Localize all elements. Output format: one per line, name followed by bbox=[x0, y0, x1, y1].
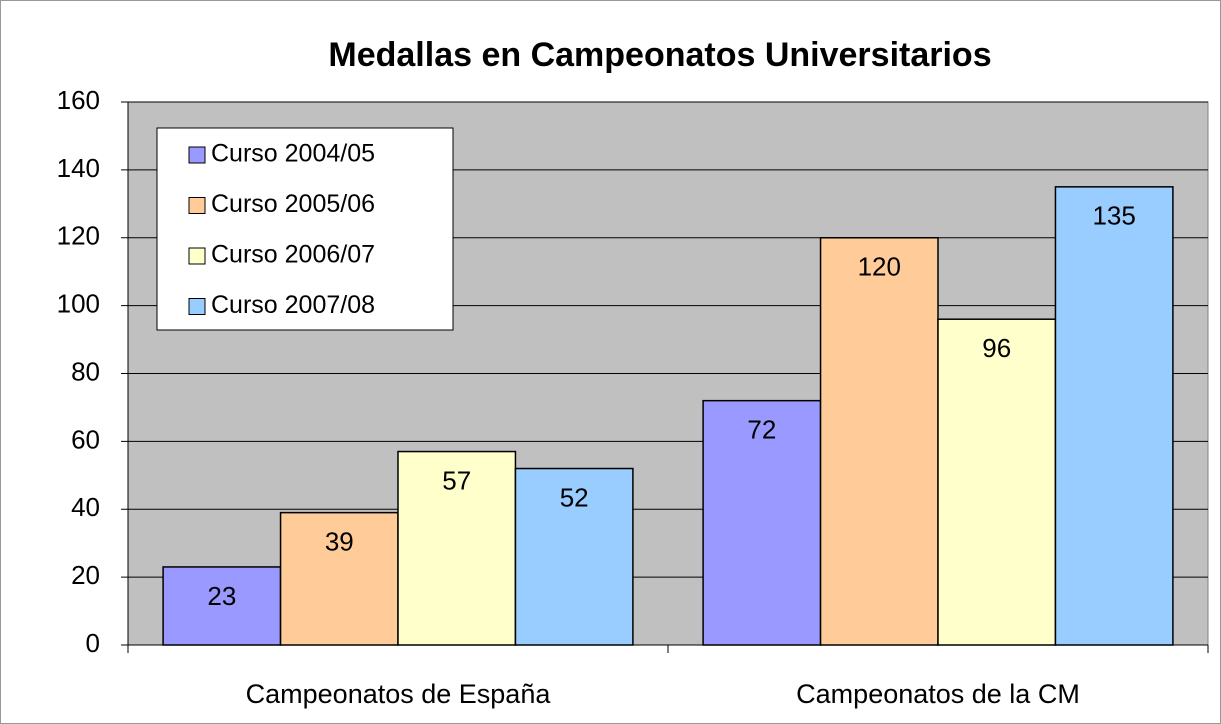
x-tick-label: Campeonatos de la CM bbox=[796, 679, 1080, 709]
bar bbox=[162, 566, 282, 646]
y-tick-label: 0 bbox=[86, 628, 100, 658]
legend-label: Curso 2007/08 bbox=[211, 291, 375, 319]
bar bbox=[279, 511, 399, 646]
y-tick-label: 60 bbox=[71, 424, 100, 454]
data-label: 52 bbox=[560, 482, 589, 512]
legend-label: Curso 2006/07 bbox=[211, 241, 375, 269]
y-tick-label: 160 bbox=[57, 85, 100, 115]
legend-label: Curso 2005/06 bbox=[211, 190, 375, 218]
legend-box bbox=[156, 127, 454, 331]
data-label: 57 bbox=[442, 465, 471, 495]
bar bbox=[937, 318, 1057, 646]
y-tick-label: 20 bbox=[71, 560, 100, 590]
legend-label: Curso 2004/05 bbox=[211, 140, 375, 168]
data-label: 96 bbox=[982, 333, 1011, 363]
data-label: 39 bbox=[325, 527, 354, 557]
y-tick-label: 120 bbox=[57, 221, 100, 251]
y-tick-label: 40 bbox=[71, 492, 100, 522]
legend-swatch bbox=[188, 197, 206, 214]
y-tick-label: 80 bbox=[71, 356, 100, 386]
data-label: 72 bbox=[747, 415, 776, 445]
data-label: 135 bbox=[1092, 201, 1135, 231]
data-label: 23 bbox=[207, 581, 236, 611]
legend-swatch bbox=[188, 298, 206, 315]
bar bbox=[514, 467, 634, 646]
bar bbox=[702, 399, 822, 646]
data-label: 120 bbox=[858, 252, 901, 282]
bar bbox=[819, 237, 939, 646]
y-tick-label: 140 bbox=[57, 153, 100, 183]
x-tick-label: Campeonatos de España bbox=[246, 679, 552, 709]
bar bbox=[397, 450, 517, 646]
y-tick-label: 100 bbox=[57, 289, 100, 319]
legend-swatch bbox=[188, 247, 206, 265]
legend-swatch bbox=[188, 146, 206, 164]
bar bbox=[1054, 186, 1174, 646]
chart-title: Medallas en Campeonatos Universitarios bbox=[328, 36, 991, 74]
